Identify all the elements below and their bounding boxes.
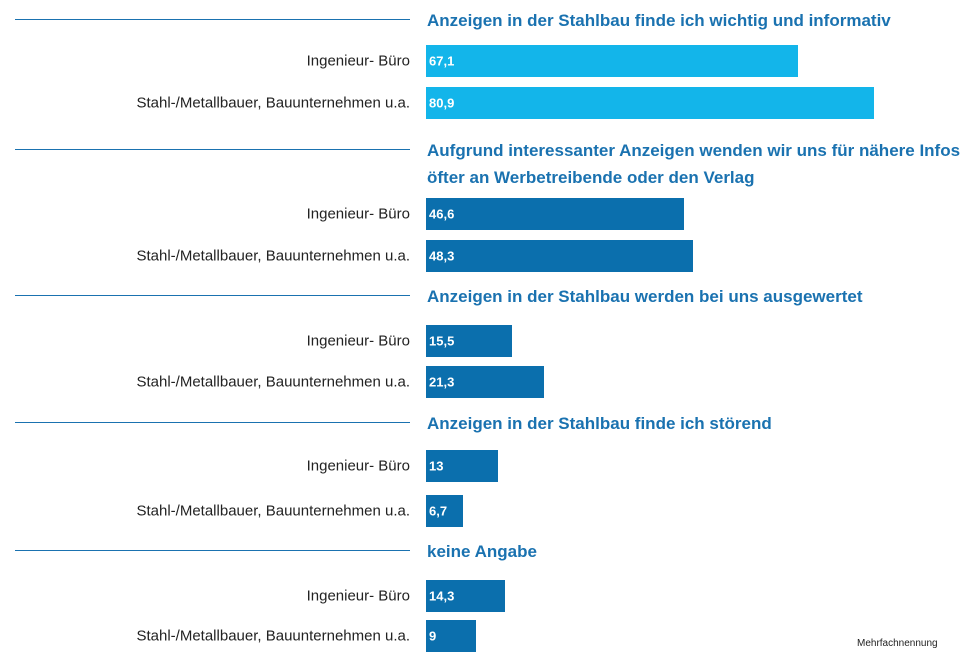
bar: 9 [426, 620, 476, 652]
value-label: 46,6 [429, 206, 455, 222]
group-title: Aufgrund interessanter Anzeigen wenden w… [427, 140, 961, 187]
separator-line [15, 422, 410, 423]
separator-line [15, 19, 410, 20]
category-label: Ingenieur- Büro [306, 52, 410, 70]
bar: 80,9 [426, 87, 874, 119]
category-label: Stahl-/Metallbauer, Bauunternehmen u.a. [136, 502, 410, 520]
bar: 13 [426, 450, 498, 482]
category-label: Stahl-/Metallbauer, Bauunternehmen u.a. [136, 373, 410, 391]
group-title: Anzeigen in der Stahlbau finde ich störe… [427, 413, 772, 433]
bar: 14,3 [426, 580, 506, 612]
category-label: Ingenieur- Büro [306, 332, 410, 350]
value-label: 21,3 [429, 374, 455, 390]
category-label: Stahl-/Metallbauer, Bauunternehmen u.a. [136, 247, 410, 265]
bar: 15,5 [426, 325, 512, 357]
value-label: 9 [429, 628, 437, 644]
value-label: 48,3 [429, 248, 455, 264]
separator-line [15, 295, 410, 296]
value-label: 15,5 [429, 333, 455, 349]
group-title: Anzeigen in der Stahlbau finde ich wicht… [427, 10, 891, 30]
bar: 46,6 [426, 198, 685, 230]
bar: 67,1 [426, 45, 798, 77]
value-label: 13 [429, 458, 444, 474]
category-label: Ingenieur- Büro [306, 457, 410, 475]
group-title: keine Angabe [427, 541, 537, 561]
category-label: Ingenieur- Büro [306, 587, 410, 605]
value-label: 80,9 [429, 95, 455, 111]
value-label: 6,7 [429, 503, 448, 519]
bar: 48,3 [426, 240, 694, 272]
footnote: Mehrfachnennung [857, 638, 938, 649]
value-label: 14,3 [429, 588, 455, 604]
separator-line [15, 550, 410, 551]
bar: 6,7 [426, 495, 464, 527]
bar: 21,3 [426, 366, 544, 398]
value-label: 67,1 [429, 53, 455, 69]
category-label: Ingenieur- Büro [306, 205, 410, 223]
separator-line [15, 149, 410, 150]
category-label: Stahl-/Metallbauer, Bauunternehmen u.a. [136, 94, 410, 112]
group-title: Anzeigen in der Stahlbau werden bei uns … [427, 286, 863, 306]
category-label: Stahl-/Metallbauer, Bauunternehmen u.a. [136, 627, 410, 645]
